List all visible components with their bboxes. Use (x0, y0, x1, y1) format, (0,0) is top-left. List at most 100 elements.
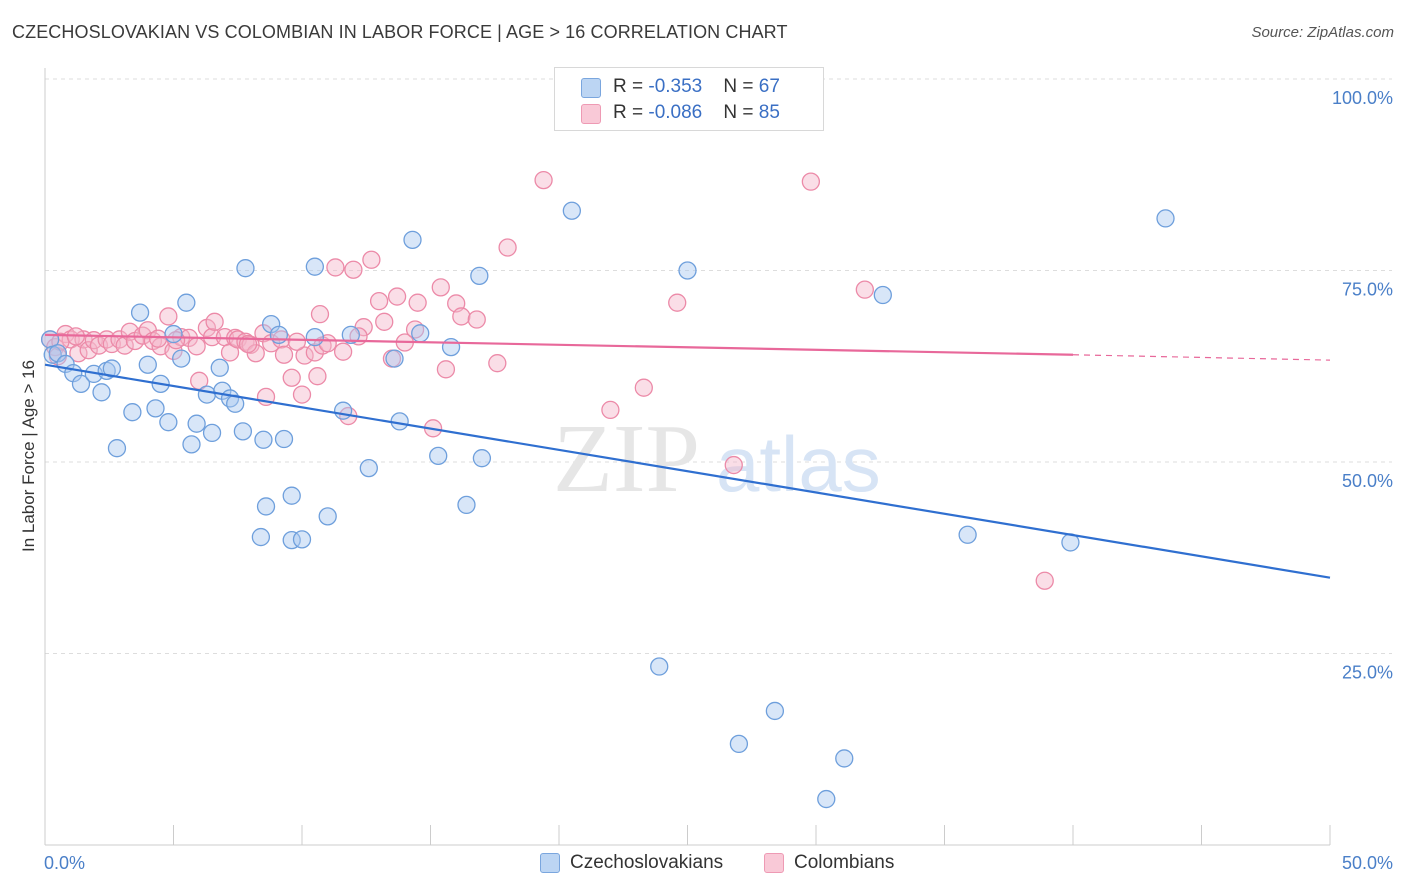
data-point-czechoslovakians (429, 446, 448, 466)
data-point-czechoslovakians (251, 527, 271, 547)
data-point-czechoslovakians (92, 383, 111, 402)
data-point-czechoslovakians (197, 385, 217, 404)
data-point-colombians (387, 287, 407, 306)
data-point-colombians (801, 172, 821, 191)
data-point-colombians (333, 342, 353, 361)
watermark-atlas: atlas (716, 420, 881, 508)
data-point-colombians (362, 250, 381, 269)
watermark-zip: ZIP (553, 405, 700, 513)
data-point-colombians (295, 346, 314, 365)
data-point-czechoslovakians (159, 413, 178, 432)
axes (44, 68, 1331, 846)
y-tick-label: 100.0% (1332, 88, 1393, 108)
data-point-czechoslovakians (650, 657, 669, 676)
data-point-czechoslovakians (817, 789, 836, 809)
data-point-colombians (292, 385, 312, 404)
data-point-czechoslovakians (305, 257, 325, 276)
data-point-czechoslovakians (254, 430, 273, 449)
x-tick-label: 50.0% (1342, 853, 1393, 873)
data-point-colombians (534, 170, 553, 190)
data-point-czechoslovakians (130, 303, 150, 322)
data-point-colombians (488, 354, 507, 373)
tick-labels: 25.0% 50.0% 75.0% 100.0% 0.0% 50.0% (44, 88, 1393, 873)
legend-swatch-pink (581, 104, 601, 124)
data-point-czechoslovakians (341, 325, 360, 344)
data-point-czechoslovakians (562, 201, 581, 220)
y-tick-label: 50.0% (1342, 471, 1393, 491)
trend-lines (44, 333, 1331, 579)
trend-line-colombians (44, 333, 1074, 356)
data-point-colombians (287, 332, 307, 351)
data-point-czechoslovakians (457, 495, 476, 515)
data-point-colombians (187, 337, 206, 356)
data-point-colombians (148, 329, 168, 348)
data-point-czechoslovakians (835, 749, 854, 768)
data-point-colombians (326, 258, 345, 277)
trend-line-czechoslovakians (44, 363, 1331, 579)
data-point-czechoslovakians (1156, 209, 1175, 228)
data-point-colombians (79, 341, 98, 360)
data-point-czechoslovakians (269, 325, 289, 344)
data-point-czechoslovakians (318, 507, 337, 526)
data-point-colombians (431, 278, 450, 297)
data-point-colombians (369, 291, 389, 311)
grid-lines (45, 78, 1392, 654)
data-point-czechoslovakians (282, 486, 301, 505)
series-czechoslovakians (40, 201, 1175, 809)
data-point-czechoslovakians (256, 497, 276, 516)
legend-r-value: -0.353 (648, 76, 703, 97)
data-point-czechoslovakians (729, 734, 749, 754)
y-tick-label: 25.0% (1342, 663, 1393, 683)
data-point-czechoslovakians (107, 439, 127, 458)
data-point-colombians (274, 345, 294, 364)
data-point-colombians (467, 310, 486, 329)
data-point-colombians (159, 307, 178, 326)
data-point-colombians (236, 332, 255, 351)
data-point-czechoslovakians (182, 435, 201, 454)
y-tick-label: 75.0% (1342, 280, 1393, 300)
data-point-czechoslovakians (187, 414, 206, 433)
data-point-colombians (408, 293, 427, 312)
data-point-czechoslovakians (958, 525, 977, 544)
data-point-czechoslovakians (274, 429, 294, 449)
stats-legend: R = -0.353 N = 67 R = -0.086 N = 85 (554, 67, 824, 131)
data-point-czechoslovakians (472, 449, 492, 468)
data-point-czechoslovakians (138, 355, 157, 374)
data-point-czechoslovakians (71, 374, 91, 394)
data-point-czechoslovakians (282, 530, 301, 550)
data-point-colombians (724, 455, 743, 475)
data-point-colombians (436, 360, 456, 379)
data-point-czechoslovakians (333, 401, 353, 420)
chart-title: CZECHOSLOVAKIAN VS COLOMBIAN IN LABOR FO… (12, 22, 788, 42)
data-point-czechoslovakians (202, 423, 222, 443)
data-point-colombians (344, 260, 363, 279)
legend-n-value: 67 (758, 76, 780, 97)
data-point-colombians (634, 378, 653, 397)
data-point-colombians (310, 305, 330, 324)
data-point-colombians (855, 280, 874, 299)
data-point-czechoslovakians (385, 349, 404, 368)
data-point-colombians (254, 324, 273, 343)
data-point-czechoslovakians (102, 359, 121, 378)
legend-swatch-blue (581, 78, 601, 98)
bottom-legend-swatch-blue (540, 853, 560, 873)
data-point-czechoslovakians (177, 293, 196, 312)
trend-line-colombians-extension (1072, 354, 1331, 361)
source-label: Source: ZipAtlas.com (1251, 24, 1394, 41)
legend-r-label: R = (613, 76, 649, 97)
data-point-czechoslovakians (873, 285, 892, 305)
data-point-colombians (452, 307, 471, 326)
data-point-czechoslovakians (359, 458, 378, 478)
series-colombians (40, 170, 1054, 590)
data-point-czechoslovakians (146, 399, 165, 418)
data-point-czechoslovakians (470, 266, 489, 286)
data-point-czechoslovakians (678, 261, 697, 280)
bottom-legend-label: Colombians (794, 852, 895, 873)
data-point-czechoslovakians (305, 327, 325, 347)
legend-r-label: R = (613, 102, 649, 123)
data-point-colombians (205, 312, 224, 331)
data-point-czechoslovakians (403, 230, 422, 250)
data-point-czechoslovakians (172, 349, 191, 368)
data-point-czechoslovakians (233, 422, 253, 441)
